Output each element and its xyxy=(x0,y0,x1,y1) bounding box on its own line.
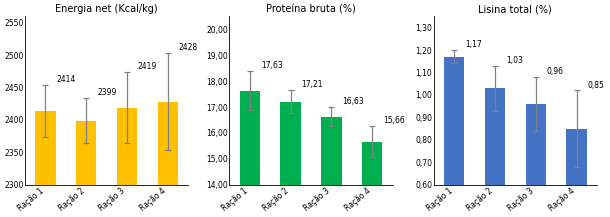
Bar xyxy=(362,142,382,185)
Text: 0,96: 0,96 xyxy=(547,67,564,76)
Bar xyxy=(240,91,260,185)
Bar xyxy=(485,88,505,185)
Text: 1,17: 1,17 xyxy=(465,40,482,49)
Bar xyxy=(444,57,464,185)
Bar xyxy=(76,121,96,185)
Bar xyxy=(321,117,342,185)
Text: 17,21: 17,21 xyxy=(301,80,323,89)
Text: 0,85: 0,85 xyxy=(587,81,605,90)
Text: 15,66: 15,66 xyxy=(383,116,405,125)
Bar xyxy=(117,108,137,185)
Text: 2428: 2428 xyxy=(179,43,198,53)
Title: Lisina total (%): Lisina total (%) xyxy=(478,4,552,14)
Text: 2399: 2399 xyxy=(97,88,117,97)
Bar xyxy=(526,104,546,185)
Bar xyxy=(566,129,587,185)
Text: 2414: 2414 xyxy=(56,75,76,84)
Bar xyxy=(157,102,178,185)
Title: Proteína bruta (%): Proteína bruta (%) xyxy=(266,4,356,14)
Text: 1,03: 1,03 xyxy=(506,56,523,65)
Text: 2419: 2419 xyxy=(138,62,157,71)
Bar xyxy=(35,111,56,185)
Text: 16,63: 16,63 xyxy=(342,97,364,106)
Title: Energia net (Kcal/kg): Energia net (Kcal/kg) xyxy=(56,4,158,14)
Text: 17,63: 17,63 xyxy=(260,61,282,71)
Bar xyxy=(281,102,301,185)
